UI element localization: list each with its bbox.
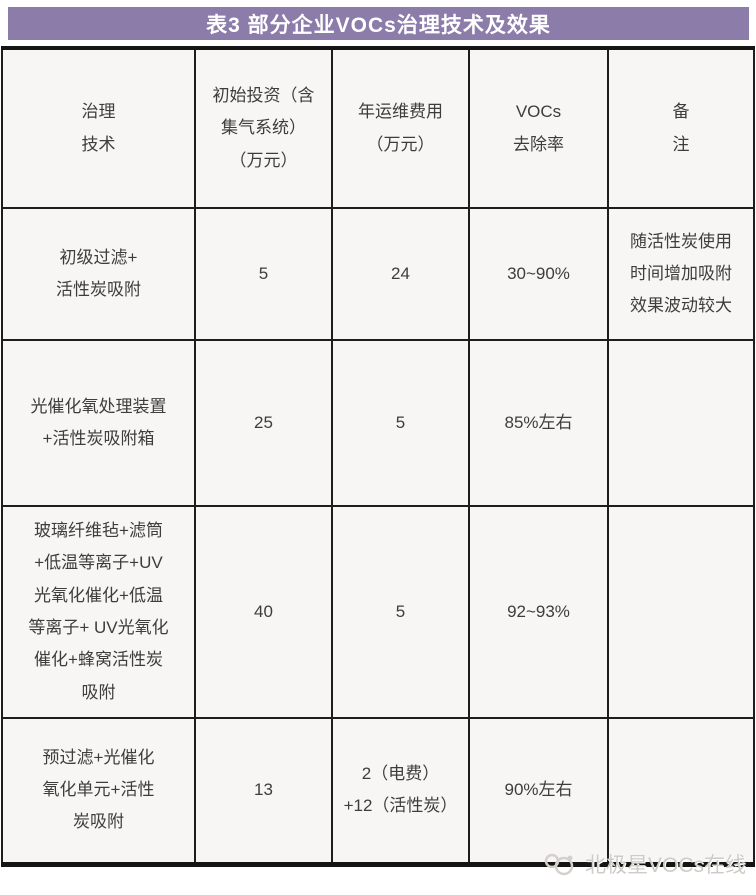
cell-remarks	[607, 339, 755, 507]
cell-annual-cost: 5	[331, 505, 470, 719]
cell-technology: 初级过滤+ 活性炭吸附	[1, 207, 196, 341]
vocs-treatment-table: 治理 技术 初始投资（含 集气系统） （万元） 年运维费用 （万元） VOCs …	[1, 46, 755, 867]
cell-removal-rate: 30~90%	[468, 207, 609, 341]
col-header-remarks: 备 注	[607, 47, 755, 209]
table-row: 初级过滤+ 活性炭吸附 5 24 30~90% 随活性炭使用 时间增加吸附 效果…	[1, 207, 755, 341]
cell-investment: 5	[194, 207, 333, 341]
cell-annual-cost: 24	[331, 207, 470, 341]
cell-investment: 40	[194, 505, 333, 719]
cell-annual-cost: 5	[331, 339, 470, 507]
col-header-technology: 治理 技术	[1, 47, 196, 209]
cell-technology: 预过滤+光催化 氧化单元+活性 炭吸附	[1, 717, 196, 865]
cell-removal-rate: 85%左右	[468, 339, 609, 507]
cell-annual-cost: 2（电费） +12（活性炭）	[331, 717, 470, 865]
table-header-row: 治理 技术 初始投资（含 集气系统） （万元） 年运维费用 （万元） VOCs …	[1, 47, 755, 209]
table-title-bar: 表3 部分企业VOCs治理技术及效果	[8, 7, 749, 40]
cell-remarks	[607, 505, 755, 719]
table-row: 光催化氧处理装置 +活性炭吸附箱 25 5 85%左右	[1, 339, 755, 507]
cell-investment: 13	[194, 717, 333, 865]
cell-technology: 光催化氧处理装置 +活性炭吸附箱	[1, 339, 196, 507]
cell-remarks	[607, 717, 755, 865]
cell-removal-rate: 92~93%	[468, 505, 609, 719]
cell-technology: 玻璃纤维毡+滤筒 +低温等离子+UV 光氧化催化+低温 等离子+ UV光氧化 催…	[1, 505, 196, 719]
table-title: 表3 部分企业VOCs治理技术及效果	[206, 13, 551, 37]
cell-removal-rate: 90%左右	[468, 717, 609, 865]
col-header-initial-investment: 初始投资（含 集气系统） （万元）	[194, 47, 333, 209]
table-row: 玻璃纤维毡+滤筒 +低温等离子+UV 光氧化催化+低温 等离子+ UV光氧化 催…	[1, 505, 755, 719]
table-row: 预过滤+光催化 氧化单元+活性 炭吸附 13 2（电费） +12（活性炭） 90…	[1, 717, 755, 865]
cell-investment: 25	[194, 339, 333, 507]
col-header-removal-rate: VOCs 去除率	[468, 47, 609, 209]
col-header-annual-cost: 年运维费用 （万元）	[331, 47, 470, 209]
cell-remarks: 随活性炭使用 时间增加吸附 效果波动较大	[607, 207, 755, 341]
